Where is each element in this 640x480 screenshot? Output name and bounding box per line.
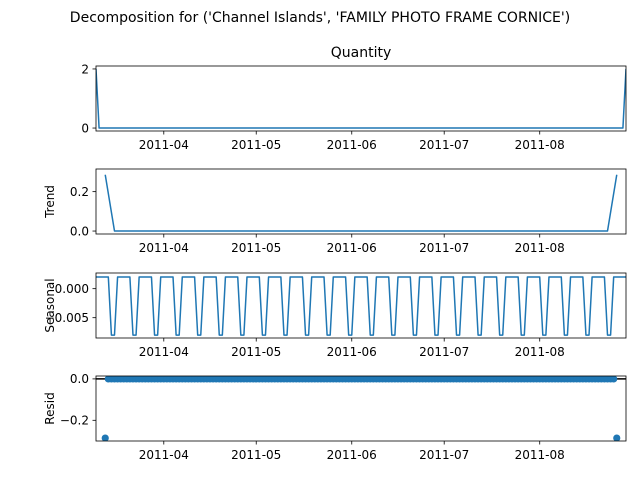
- trend-axes-frame: [95, 168, 627, 235]
- quantity-plot-area: [96, 68, 626, 129]
- trend-xtick-label-4: 2011-08: [515, 241, 565, 255]
- trend-ytick-label-0: 0.0: [70, 224, 89, 238]
- quantity-ytick-label-0: 0: [81, 121, 89, 135]
- quantity-title: Quantity: [331, 45, 392, 61]
- quantity-xtick-label-1: 2011-05: [231, 138, 281, 152]
- quantity-xtick-label-0: 2011-04: [139, 138, 189, 152]
- subplot-panels: Quantity 0 2 2011-04 2011-05 2011-06 2011-07 20…: [43, 45, 627, 462]
- resid-axes-frame: [95, 375, 627, 442]
- resid-xtick-label-0: 2011-04: [139, 448, 189, 462]
- seasonal-ytick-label-0: 0.000: [55, 282, 89, 296]
- resid-xtick-label-1: 2011-05: [231, 448, 281, 462]
- trend-panel: Trend 0.0 0.2 2011-04 2011-05 2011-06 2011-07 2…: [43, 168, 627, 255]
- seasonal-xtick-label-2: 2011-06: [327, 345, 377, 359]
- quantity-xtick-label-3: 2011-07: [419, 138, 469, 152]
- seasonal-ytick-label-1: −0.005: [45, 311, 89, 325]
- trend-xtick-label-1: 2011-05: [231, 241, 281, 255]
- quantity-axes-frame: [95, 65, 627, 132]
- trend-ytick-label-1: 0.2: [70, 185, 89, 199]
- quantity-xtick-label-2: 2011-06: [327, 138, 377, 152]
- trend-ylabel: Trend: [43, 185, 57, 219]
- quantity-series-line-0: [96, 68, 626, 129]
- trend-xtick-label-3: 2011-07: [419, 241, 469, 255]
- seasonal-ylabel: Seasonal: [43, 278, 57, 332]
- resid-ytick-label-1: −0.2: [60, 414, 89, 428]
- seasonal-series-line: [96, 276, 626, 336]
- resid-xtick-label-3: 2011-07: [419, 448, 469, 462]
- resid-xtick-label-4: 2011-08: [515, 448, 565, 462]
- trend-xtick-label-0: 2011-04: [139, 241, 189, 255]
- quantity-ytick-label-1: 2: [81, 62, 89, 76]
- resid-point-165: [610, 376, 618, 383]
- resid-ylabel: Resid: [43, 392, 57, 424]
- resid-panel: Resid 0.0 −0.2 2011-04 2011-05 2011-06 2011-07…: [43, 372, 627, 462]
- resid-ytick-label-0: 0.0: [70, 372, 89, 386]
- seasonal-axes-frame: [95, 272, 627, 339]
- seasonal-plot-area: [96, 276, 626, 336]
- resid-plot-area: [96, 376, 626, 441]
- resid-point-0: [101, 434, 109, 441]
- figure-suptitle: Decomposition for ('Channel Islands', 'F…: [70, 10, 570, 26]
- seasonal-xtick-label-0: 2011-04: [139, 345, 189, 359]
- quantity-xtick-label-4: 2011-08: [515, 138, 565, 152]
- seasonal-xtick-label-4: 2011-08: [515, 345, 565, 359]
- trend-xtick-label-2: 2011-06: [327, 241, 377, 255]
- quantity-panel: Quantity 0 2 2011-04 2011-05 2011-06 2011-07 20…: [81, 45, 627, 152]
- seasonal-xtick-label-1: 2011-05: [231, 345, 281, 359]
- trend-series-line-0: [104, 174, 618, 232]
- resid-point-166: [613, 434, 621, 441]
- seasonal-xtick-label-3: 2011-07: [419, 345, 469, 359]
- resid-xtick-label-2: 2011-06: [327, 448, 377, 462]
- trend-plot-area: [104, 174, 618, 232]
